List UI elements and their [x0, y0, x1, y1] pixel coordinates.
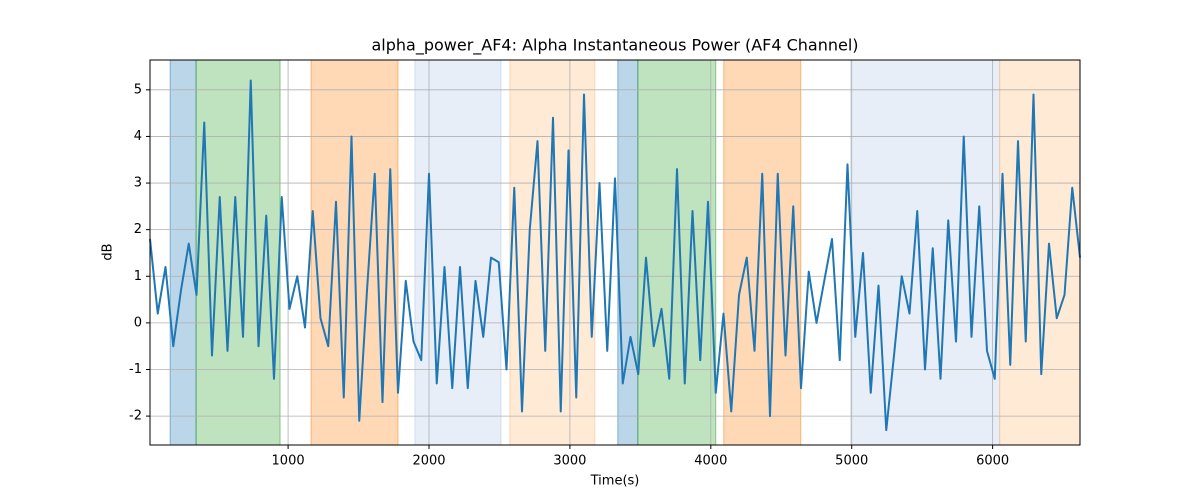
x-axis-label: Time(s): [590, 474, 640, 489]
shaded-span: [723, 59, 802, 446]
y-tick-label: -1: [129, 362, 142, 377]
shaded-span: [617, 59, 639, 446]
shaded-span: [637, 59, 717, 446]
x-tick-label: 5000: [835, 454, 868, 469]
y-tick-label: 1: [134, 269, 142, 284]
y-tick-label: 3: [134, 176, 142, 191]
x-tick-label: 1000: [272, 454, 305, 469]
y-tick-label: 0: [134, 315, 142, 330]
chart-title: alpha_power_AF4: Alpha Instantaneous Pow…: [371, 36, 858, 56]
x-tick-label: 6000: [976, 454, 1009, 469]
y-tick-label: 4: [134, 129, 142, 144]
y-tick-label: 2: [134, 222, 142, 237]
x-tick-label: 3000: [553, 454, 586, 469]
y-tick-label: 5: [134, 82, 142, 97]
shaded-span: [169, 59, 197, 446]
plot-frame: [149, 59, 1081, 446]
y-axis-label: dB: [101, 243, 116, 260]
x-tick-label: 4000: [694, 454, 727, 469]
y-tick-label: -2: [129, 409, 142, 424]
x-tick-label: 2000: [412, 454, 445, 469]
shaded-span: [414, 59, 502, 446]
data-line: [149, 79, 1081, 432]
shaded-span: [850, 59, 1001, 446]
